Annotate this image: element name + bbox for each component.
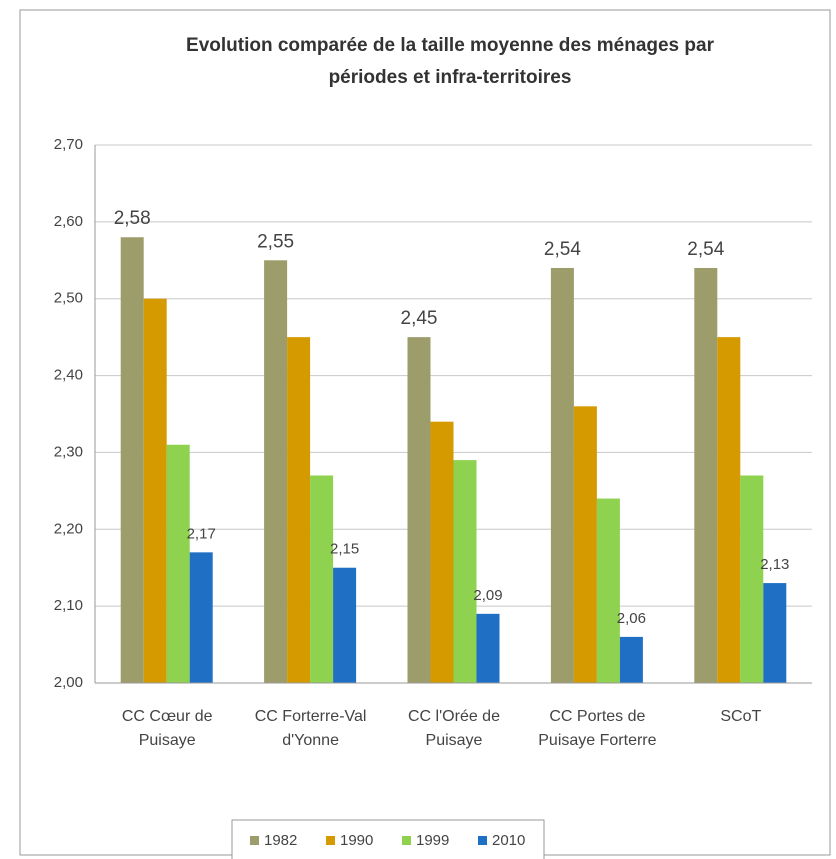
- y-tick-label: 2,40: [54, 367, 83, 384]
- y-tick-label: 2,50: [54, 290, 83, 307]
- data-label: 2,17: [187, 525, 216, 542]
- bar: [740, 475, 764, 683]
- legend-label: 1990: [340, 832, 373, 849]
- bar: [550, 267, 574, 683]
- y-tick-label: 2,00: [54, 674, 83, 691]
- x-tick-label: CC l'Orée de Puisaye: [408, 708, 500, 749]
- legend-swatch: [478, 836, 487, 845]
- bar: [143, 298, 167, 683]
- data-label: 2,54: [544, 239, 581, 260]
- legend-swatch: [402, 836, 411, 845]
- bar: [717, 337, 741, 683]
- bar: [333, 567, 357, 683]
- legend-label: 1982: [264, 832, 297, 849]
- legend-label: 1999: [416, 832, 449, 849]
- data-label: 2,54: [687, 239, 724, 260]
- y-tick-label: 2,20: [54, 520, 83, 537]
- bar: [763, 583, 787, 683]
- bar: [189, 552, 213, 683]
- legend-swatch: [250, 836, 259, 845]
- y-tick-label: 2,60: [54, 213, 83, 230]
- data-label: 2,13: [760, 556, 789, 573]
- legend-label: 2010: [492, 832, 525, 849]
- bar: [596, 498, 620, 683]
- x-tick-label: CC Portes de Puisaye Forterre: [538, 708, 657, 749]
- bar: [430, 421, 454, 683]
- x-tick-label: CC Forterre-Val d'Yonne: [254, 708, 367, 749]
- data-label: 2,55: [257, 231, 294, 252]
- data-label: 2,06: [617, 610, 646, 627]
- bar: [287, 337, 311, 683]
- y-tick-label: 2,30: [54, 443, 83, 460]
- data-label: 2,09: [473, 587, 502, 604]
- chart-title: Evolution comparée de la taille moyenne …: [186, 35, 714, 88]
- bar: [310, 475, 334, 683]
- legend-swatch: [326, 836, 335, 845]
- data-label: 2,15: [330, 541, 359, 558]
- bar: [264, 260, 288, 683]
- bar: [573, 406, 597, 683]
- data-label: 2,58: [114, 208, 151, 229]
- bar: [694, 267, 718, 683]
- data-label: 2,45: [401, 308, 438, 329]
- bar: [476, 613, 500, 683]
- bar: [120, 237, 144, 683]
- bar: [453, 460, 477, 683]
- x-tick-label: CC Cœur de Puisaye: [121, 708, 213, 749]
- bar: [619, 636, 643, 683]
- bar: [166, 444, 190, 683]
- legend-box: [231, 819, 545, 859]
- bar: [407, 337, 431, 683]
- x-tick-label: SCoT: [720, 708, 762, 725]
- y-tick-label: 2,10: [54, 597, 83, 614]
- y-tick-label: 2,70: [54, 136, 83, 153]
